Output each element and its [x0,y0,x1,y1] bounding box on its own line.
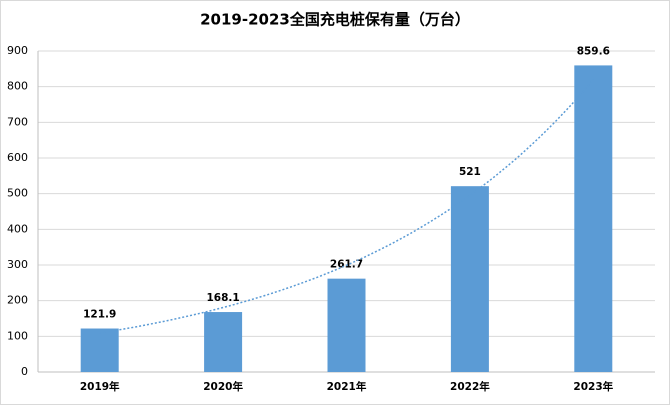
bar [204,312,243,372]
bar [450,186,489,372]
data-label: 859.6 [577,45,610,57]
y-tick-label: 500 [7,187,28,200]
data-label: 521 [459,166,481,178]
chart-title: 2019-2023全国充电桩保有量（万台） [200,11,470,29]
y-tick-label: 600 [7,151,28,164]
y-tick-label: 900 [7,44,28,57]
x-tick-label: 2021年 [327,380,367,393]
y-tick-label: 300 [7,258,28,271]
data-label: 168.1 [206,292,239,304]
y-tick-label: 800 [7,80,28,93]
bar [327,278,366,372]
bar [80,328,119,372]
y-tick-label: 400 [7,222,28,235]
x-tick-label: 2023年 [573,380,613,393]
x-tick-label: 2019年 [80,380,120,393]
bar [574,65,613,372]
x-tick-label: 2020年 [203,380,243,393]
x-tick-label: 2022年 [450,380,490,393]
trendline [99,79,594,334]
y-tick-label: 100 [7,329,28,342]
y-tick-label: 0 [21,365,28,378]
data-label: 121.9 [83,309,116,321]
y-tick-label: 700 [7,115,28,128]
y-tick-label: 200 [7,294,28,307]
